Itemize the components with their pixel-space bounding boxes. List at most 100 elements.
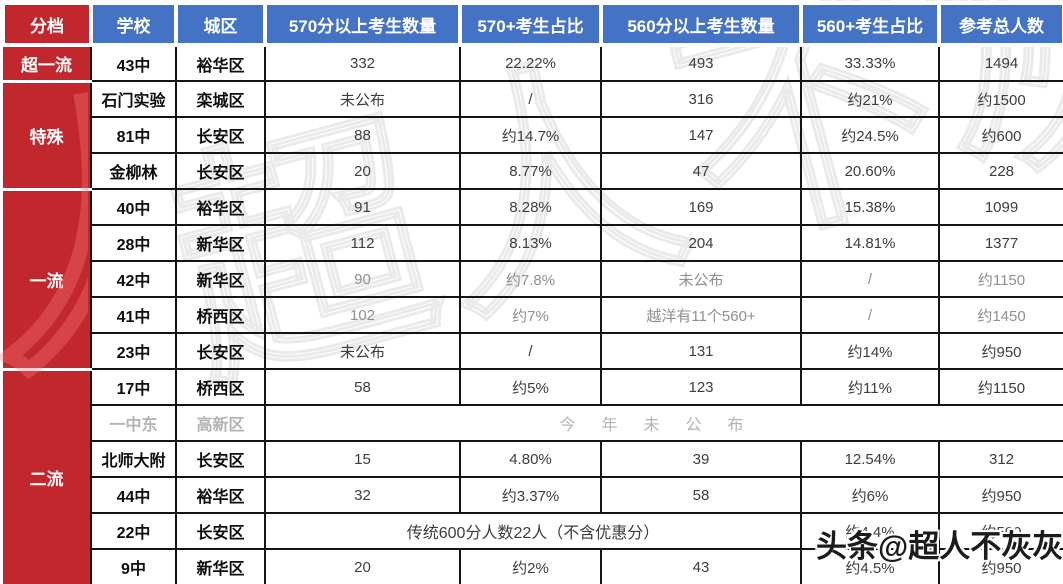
value-cell: 39: [600, 440, 802, 478]
value-cell: 332: [264, 44, 461, 82]
tier-cell: 二流: [3, 367, 92, 584]
value-cell: 约950: [938, 548, 1063, 584]
school-cell: 石门实验: [90, 80, 177, 118]
table-row: 北师大附 长安区 15 4.80% 39 12.54% 312: [3, 440, 1063, 478]
value-cell: 88: [264, 116, 461, 154]
district-cell: 长安区: [175, 512, 266, 550]
district-cell: 裕华区: [175, 44, 266, 82]
value-cell: 58: [264, 368, 461, 406]
value-cell: 未公布: [264, 332, 461, 370]
table-row: 超一流 43中 裕华区 332 22.22% 493 33.33% 1494: [3, 44, 1063, 82]
value-cell: 20: [264, 152, 461, 190]
table-row: 28中 新华区 112 8.13% 204 14.81% 1377: [3, 224, 1063, 262]
value-cell: 约1450: [938, 296, 1063, 334]
value-cell: 约3.37%: [459, 476, 602, 514]
value-cell: 约11%: [800, 368, 940, 406]
table-row: 81中 长安区 88 约14.7% 147 约24.5% 约600: [3, 116, 1063, 154]
district-cell: 长安区: [175, 152, 266, 190]
table-row: 一中东 高新区 今年未公布: [3, 404, 1063, 442]
district-cell: 桥西区: [175, 296, 266, 334]
value-cell: 91: [264, 188, 461, 226]
table-row: 42中 新华区 90 约7.8% 未公布 / 约1150: [3, 260, 1063, 298]
district-cell: 裕华区: [175, 188, 266, 226]
district-cell: 新华区: [175, 224, 266, 262]
value-cell: 约5%: [459, 368, 602, 406]
value-cell: 约4.4%: [800, 512, 940, 550]
school-cell: 22中: [90, 512, 177, 550]
header-tier: 分档: [1, 1, 93, 47]
value-cell: 4.80%: [459, 440, 602, 478]
value-cell: 约24.5%: [800, 116, 940, 154]
value-cell: 约7.8%: [459, 260, 602, 298]
value-cell: 312: [938, 440, 1063, 478]
value-cell: 15: [264, 440, 461, 478]
table-row: 41中 桥西区 102 约7% 越洋有11个560+ / 约1450: [3, 296, 1063, 334]
value-cell: 8.28%: [459, 188, 602, 226]
school-cell: 81中: [90, 116, 177, 154]
value-cell: 14.81%: [800, 224, 940, 262]
school-cell: 43中: [90, 44, 177, 82]
value-cell: 约950: [938, 476, 1063, 514]
value-cell: 228: [938, 152, 1063, 190]
tier-cell: 超一流: [3, 45, 92, 81]
value-cell: 112: [264, 224, 461, 262]
value-cell: 90: [264, 260, 461, 298]
value-cell: 约1150: [938, 260, 1063, 298]
table-row: 23中 长安区 未公布/131 约14% 约950: [3, 332, 1063, 370]
table-row: 金柳林 长安区 20 8.77% 47 20.60% 228: [3, 152, 1063, 190]
value-cell: 约14.7%: [459, 116, 602, 154]
value-cell: 131: [600, 332, 802, 370]
school-cell: 44中: [90, 476, 177, 514]
value-cell: 204: [600, 224, 802, 262]
value-cell: 约2%: [459, 548, 602, 584]
district-cell: 新华区: [175, 548, 266, 584]
district-cell: 栾城区: [175, 80, 266, 118]
district-cell: 长安区: [175, 332, 266, 370]
school-cell: 28中: [90, 224, 177, 262]
school-cell: 42中: [90, 260, 177, 298]
value-cell: 约600: [938, 116, 1063, 154]
value-cell: 约7%: [459, 296, 602, 334]
byline-watermark: 头条@超人不灰灰: [816, 529, 1063, 564]
district-cell: 桥西区: [175, 368, 266, 406]
value-cell: 约1500: [938, 80, 1063, 118]
value-cell: 未公布: [600, 260, 802, 298]
district-cell: 裕华区: [175, 476, 266, 514]
value-cell: 约4.5%: [800, 548, 940, 584]
value-cell: 约6%: [800, 476, 940, 514]
value-cell: /: [459, 332, 602, 370]
value-cell: 未公布: [264, 80, 461, 118]
school-cell: 40中: [90, 188, 177, 226]
value-cell: 58: [600, 476, 802, 514]
value-cell: 1099: [938, 188, 1063, 226]
table-row: 9中 新华区 20 约2% 43 约4.5% 约950: [3, 548, 1063, 584]
value-cell: /: [800, 260, 940, 298]
value-cell: 20: [264, 548, 461, 584]
value-cell: 8.13%: [459, 224, 602, 262]
value-cell: 169: [600, 188, 802, 226]
header-total-examinees: 参考总人数: [937, 1, 1063, 47]
school-cell: 23中: [90, 332, 177, 370]
value-cell: 493: [600, 44, 802, 82]
school-cell: 一中东: [90, 404, 177, 442]
value-cell: 1494: [938, 44, 1063, 82]
header-570-ratio: 570+考生占比: [458, 1, 603, 47]
school-cell: 北师大附: [90, 440, 177, 478]
merged-note-cell: 传统600分人数22人（不含优惠分）: [264, 512, 802, 550]
value-cell: 15.38%: [800, 188, 940, 226]
value-cell: 22.22%: [459, 44, 602, 82]
district-cell: 长安区: [175, 116, 266, 154]
school-cell: 9中: [90, 548, 177, 584]
header-school: 学校: [89, 1, 178, 47]
header-district: 城区: [174, 1, 267, 47]
table-row: 特殊 石门实验 栾城区 未公布/316 约21% 约1500: [3, 79, 1063, 189]
value-cell: 102: [264, 296, 461, 334]
header-560-ratio: 560+考生占比: [799, 1, 941, 47]
value-cell: 约14%: [800, 332, 940, 370]
value-cell: 约950: [938, 332, 1063, 370]
value-cell: 约21%: [800, 80, 940, 118]
header-570-count: 570分以上考生数量: [263, 1, 462, 47]
school-cell: 17中: [90, 368, 177, 406]
value-cell: 33.33%: [800, 44, 940, 82]
